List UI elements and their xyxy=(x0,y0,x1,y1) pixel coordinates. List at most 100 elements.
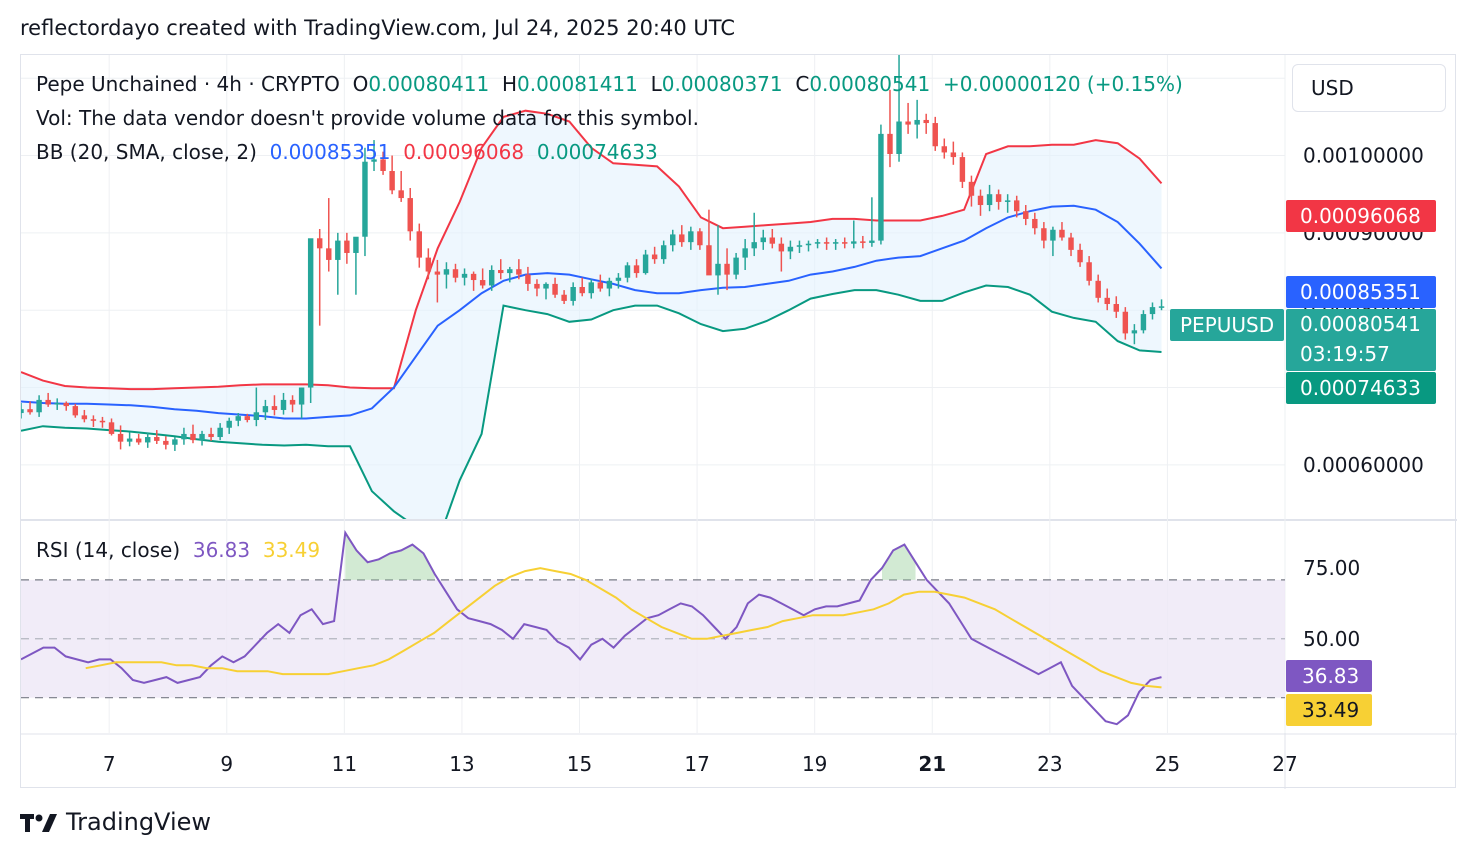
candle-body xyxy=(163,440,169,445)
candle-body xyxy=(208,433,214,438)
candle-body xyxy=(1068,237,1074,250)
bb-lower-line xyxy=(21,284,1162,519)
price-tick-label: 0.00100000 xyxy=(1303,144,1424,168)
candle-body xyxy=(126,438,133,442)
rsi-tick-label: 50.00 xyxy=(1303,627,1360,651)
candle-body xyxy=(823,242,830,244)
low-label: L xyxy=(650,72,662,96)
candle-body xyxy=(507,269,513,274)
candle-body xyxy=(117,433,124,442)
low-value: 0.00080371 xyxy=(661,72,783,96)
candle-body xyxy=(552,283,558,295)
candle-body xyxy=(380,159,386,171)
rsi-tick-label: 75.00 xyxy=(1303,556,1360,580)
candle-body xyxy=(488,269,495,286)
candle-body xyxy=(199,433,205,441)
currency-selector[interactable]: USD xyxy=(1292,64,1446,112)
candle-body xyxy=(72,406,79,416)
tradingview-wordmark: TradingView xyxy=(66,808,212,836)
tradingview-mark-icon xyxy=(20,814,57,832)
rsi-ma-line xyxy=(85,567,1162,689)
time-tick-label: 23 xyxy=(1037,752,1062,776)
candle-body xyxy=(271,406,278,410)
candle-body xyxy=(371,159,377,162)
candle-body xyxy=(968,181,975,196)
candle-body xyxy=(45,399,51,405)
close-label: C xyxy=(795,72,810,96)
candle-body xyxy=(1086,262,1092,281)
candle-body xyxy=(335,240,341,260)
high-label: H xyxy=(501,72,517,96)
price-tick-label: 0.00060000 xyxy=(1303,453,1424,477)
rsi-ma-axis-label: 33.49 xyxy=(1286,694,1372,726)
candle-body xyxy=(362,161,368,237)
symbol-legend: Pepe Unchained · 4h · CRYPTO O0.00080411… xyxy=(36,72,1183,96)
candle-body xyxy=(923,119,929,124)
tradingview-logo[interactable]: TradingView xyxy=(20,808,211,836)
candle-body xyxy=(181,433,187,440)
candle-body xyxy=(63,403,69,407)
bb-upper-price-label: 0.00096068 xyxy=(1286,200,1436,232)
bb-lower-value: 0.00074633 xyxy=(536,140,658,164)
candle-body xyxy=(1140,314,1147,331)
candle-body xyxy=(1032,218,1038,229)
candle-body xyxy=(434,271,441,275)
candle-body xyxy=(1122,311,1129,334)
time-tick-label: 25 xyxy=(1155,752,1180,776)
candle-body xyxy=(470,273,477,281)
candle-body xyxy=(190,433,196,441)
volume-legend: Vol: The data vendor doesn't provide vol… xyxy=(36,106,699,130)
candle-body xyxy=(81,415,88,420)
candle-body xyxy=(1023,211,1029,219)
candle-body xyxy=(262,406,269,413)
bb-band-fill xyxy=(21,110,1162,519)
time-tick-label: 19 xyxy=(802,752,827,776)
candle-body xyxy=(896,121,902,154)
time-tick-label: 27 xyxy=(1272,752,1297,776)
time-tick-label: 21 xyxy=(918,752,946,776)
time-tick-label: 15 xyxy=(567,752,592,776)
candle-body xyxy=(679,234,685,243)
candle-body xyxy=(642,254,649,274)
candle-body xyxy=(90,419,97,421)
bb-label: BB (20, SMA, close, 2) xyxy=(36,140,257,164)
time-tick-label: 9 xyxy=(220,752,233,776)
candle-body xyxy=(498,269,504,274)
candle-body xyxy=(389,171,395,191)
candle-body xyxy=(416,231,422,258)
rsi-ma-value: 33.49 xyxy=(262,538,321,562)
candle-body xyxy=(344,240,350,253)
candle-body xyxy=(172,439,178,445)
candle-body xyxy=(742,248,748,258)
candle-body xyxy=(715,263,721,276)
ticker-label: PEPUUSD xyxy=(1170,309,1284,341)
candle-body xyxy=(688,231,694,243)
candle-body xyxy=(670,234,676,246)
candle-body xyxy=(860,241,866,243)
candle-body xyxy=(1050,229,1056,241)
candle-body xyxy=(54,403,60,405)
candle-body xyxy=(1059,229,1065,238)
candle-body xyxy=(244,416,251,421)
candle-body xyxy=(1158,306,1165,308)
candle-body xyxy=(154,437,160,441)
candle-body xyxy=(606,280,613,289)
candle-body xyxy=(633,265,640,274)
candle-body xyxy=(516,269,522,275)
candle-body xyxy=(778,243,785,252)
last-price-label: 0.00080541 03:19:57 xyxy=(1286,309,1436,371)
candle-body xyxy=(135,438,142,443)
chart-canvas[interactable]: 0.000600000.000700000.000800000.00090000… xyxy=(21,55,1457,789)
candle-body xyxy=(525,274,531,284)
open-label: O xyxy=(352,72,369,96)
bb-upper-value: 0.00096068 xyxy=(403,140,525,164)
candle-body xyxy=(1095,280,1101,298)
candle-body xyxy=(597,282,604,289)
candle-body xyxy=(796,245,803,247)
candle-body xyxy=(986,194,993,206)
candle-body xyxy=(941,146,948,153)
candle-body xyxy=(353,236,359,253)
candle-body xyxy=(108,422,115,434)
candle-body xyxy=(452,269,459,278)
candle-body xyxy=(461,273,468,278)
